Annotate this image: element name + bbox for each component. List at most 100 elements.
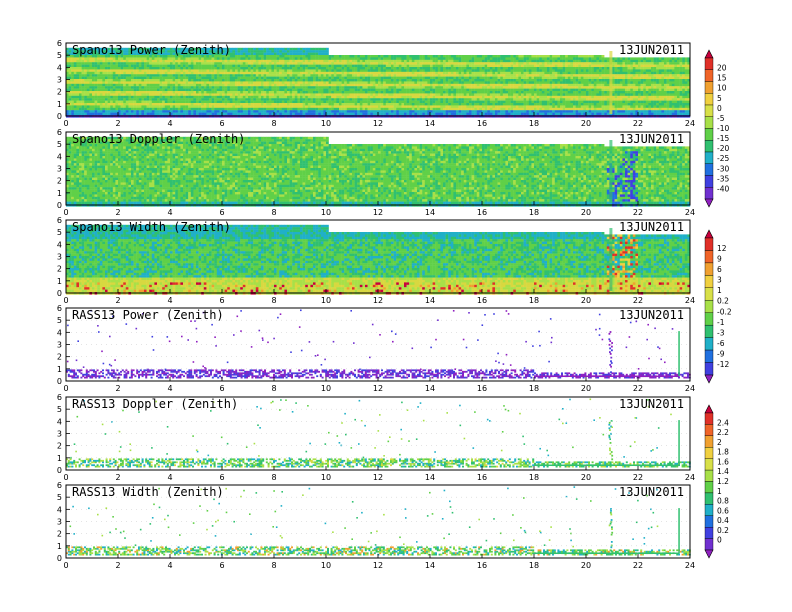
x-tick-label: 0 xyxy=(63,208,68,217)
y-tick-label: 4 xyxy=(57,152,62,161)
colorbar-segment xyxy=(704,128,714,141)
colorbar-segment xyxy=(704,57,714,70)
colorbar-label: 0 xyxy=(717,104,722,113)
colorbar-label: -12 xyxy=(717,360,729,369)
panel-date: 13JUN2011 xyxy=(619,132,684,146)
x-tick-label: 10 xyxy=(321,473,331,482)
x-tick-label: 10 xyxy=(321,296,331,305)
x-tick-label: 14 xyxy=(425,473,435,482)
colorbar-label: -35 xyxy=(717,174,729,183)
x-tick-label: 20 xyxy=(581,473,591,482)
y-tick-label: 4 xyxy=(57,328,62,337)
colorbar-segment xyxy=(704,492,714,505)
colorbar-label: 12 xyxy=(717,244,727,253)
panel-date: 13JUN2011 xyxy=(619,220,684,234)
panel-date: 13JUN2011 xyxy=(619,397,684,411)
x-tick-label: 24 xyxy=(685,561,695,570)
colorbar-segment xyxy=(704,412,714,425)
x-tick-label: 22 xyxy=(633,384,643,393)
colorbar-segment xyxy=(704,435,714,448)
y-tick-label: 0 xyxy=(57,112,62,121)
x-tick-label: 24 xyxy=(685,473,695,482)
colorbar-label: -30 xyxy=(717,164,729,173)
colorbar-label: 1.6 xyxy=(717,457,729,466)
x-tick-label: 18 xyxy=(529,473,539,482)
panel-title: Spano13 Width (Zenith) xyxy=(72,220,231,234)
y-tick-label: 6 xyxy=(57,304,62,313)
colorbar-segment xyxy=(704,469,714,482)
colorbar-label: 0 xyxy=(717,536,722,545)
panel-title: RASS13 Width (Zenith) xyxy=(72,485,224,499)
y-tick-label: 2 xyxy=(57,353,62,362)
x-tick-label: 20 xyxy=(581,561,591,570)
panel-title: Spano13 Doppler (Zenith) xyxy=(72,132,245,146)
colorbar-label: -0.2 xyxy=(717,307,732,316)
colorbar-segment xyxy=(704,447,714,459)
y-tick-label: 2 xyxy=(57,442,62,451)
x-tick-label: 8 xyxy=(271,208,276,217)
colorbar-label: -5 xyxy=(717,114,725,123)
x-tick-label: 12 xyxy=(373,208,383,217)
colorbar-label: 1 xyxy=(717,487,722,496)
x-tick-label: 2 xyxy=(115,561,120,570)
x-tick-label: 18 xyxy=(529,208,539,217)
colorbar-segment xyxy=(704,140,714,153)
x-tick-label: 6 xyxy=(219,561,224,570)
x-tick-label: 24 xyxy=(685,296,695,305)
x-tick-label: 16 xyxy=(477,296,487,305)
x-tick-label: 14 xyxy=(425,208,435,217)
colorbar-segment xyxy=(704,325,714,338)
x-tick-label: 6 xyxy=(219,473,224,482)
colorbar-segment xyxy=(704,515,714,528)
y-tick-label: 0 xyxy=(57,377,62,386)
y-tick-label: 5 xyxy=(57,405,62,414)
x-tick-label: 12 xyxy=(373,296,383,305)
x-tick-label: 20 xyxy=(581,119,591,128)
colorbar-segment xyxy=(704,312,714,326)
panel-title: RASS13 Doppler (Zenith) xyxy=(72,397,238,411)
x-tick-label: 16 xyxy=(477,561,487,570)
y-tick-label: 4 xyxy=(57,63,62,72)
colorbar-label: 0.8 xyxy=(717,497,729,506)
colorbar-segment xyxy=(704,458,714,471)
colorbar-label: -10 xyxy=(717,124,729,133)
x-tick-label: 22 xyxy=(633,119,643,128)
x-tick-label: 2 xyxy=(115,296,120,305)
colorbar-arrow xyxy=(704,374,714,384)
x-tick-label: 8 xyxy=(271,561,276,570)
colorbar-segment xyxy=(704,116,714,129)
x-tick-label: 4 xyxy=(167,208,172,217)
x-tick-label: 18 xyxy=(529,561,539,570)
panel-title: RASS13 Power (Zenith) xyxy=(72,308,224,322)
x-tick-label: 12 xyxy=(373,119,383,128)
x-tick-label: 18 xyxy=(529,296,539,305)
colorbar-2: 12 96 31 0.2-0.2 -1-3 -6-9 -12 xyxy=(704,229,732,384)
y-tick-label: 5 xyxy=(57,493,62,502)
colorbar-label: 3 xyxy=(717,276,722,285)
y-tick-label: 6 xyxy=(57,39,62,48)
x-tick-label: 10 xyxy=(321,561,331,570)
colorbar-label: 1.4 xyxy=(717,467,729,476)
colorbar-segment xyxy=(704,504,714,516)
colorbar-segment xyxy=(704,424,714,437)
colorbar-label: -25 xyxy=(717,154,729,163)
x-tick-label: 6 xyxy=(219,208,224,217)
y-tick-label: 1 xyxy=(57,277,62,286)
x-tick-label: 0 xyxy=(63,561,68,570)
x-tick-label: 16 xyxy=(477,473,487,482)
y-tick-label: 2 xyxy=(57,530,62,539)
colorbar-arrow xyxy=(704,49,714,59)
y-tick-label: 6 xyxy=(57,128,62,137)
colorbar-label: 0.4 xyxy=(717,516,729,525)
x-tick-label: 2 xyxy=(115,384,120,393)
panel-date: 13JUN2011 xyxy=(619,308,684,322)
colorbar-label: 2 xyxy=(717,438,722,447)
colorbar-arrow xyxy=(704,549,714,559)
panel-date: 13JUN2011 xyxy=(619,43,684,57)
colorbar-segment xyxy=(704,362,714,376)
